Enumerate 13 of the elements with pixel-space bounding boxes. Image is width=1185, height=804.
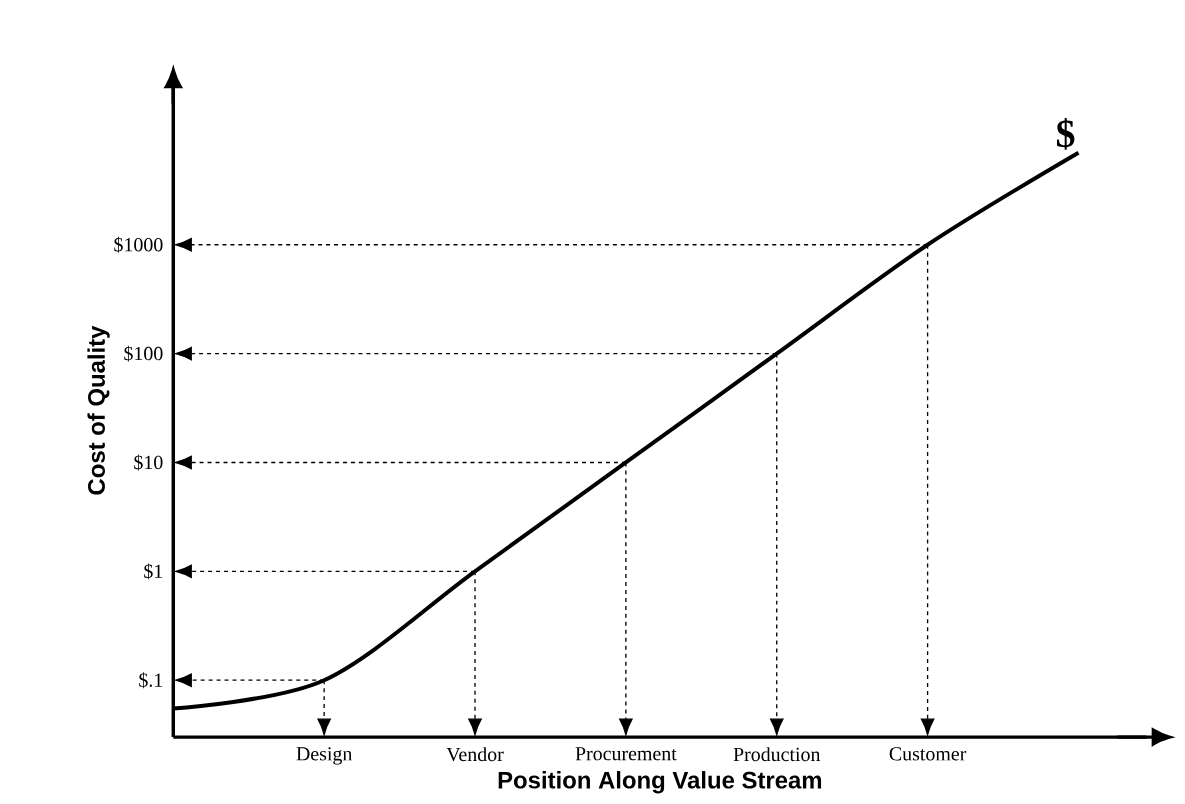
y-tick-label: $.1 xyxy=(139,672,163,689)
x-tick-label: Production xyxy=(733,747,821,762)
y-axis-title: Cost of Quality xyxy=(87,325,110,495)
y-tick-label: $100 xyxy=(124,345,163,362)
x-tick-label: Vendor xyxy=(446,747,504,762)
y-tick-label: $10 xyxy=(134,454,163,471)
y-tick-label: $1 xyxy=(144,563,163,580)
x-tick-label: Design xyxy=(296,747,353,765)
y-tick-label: $1000 xyxy=(114,236,163,253)
annotation: $ xyxy=(1057,118,1075,150)
x-axis-title: Position Along Value Stream xyxy=(498,771,822,794)
x-tick-label: Procurement xyxy=(575,747,677,761)
x-tick-label: Customer xyxy=(889,747,967,761)
